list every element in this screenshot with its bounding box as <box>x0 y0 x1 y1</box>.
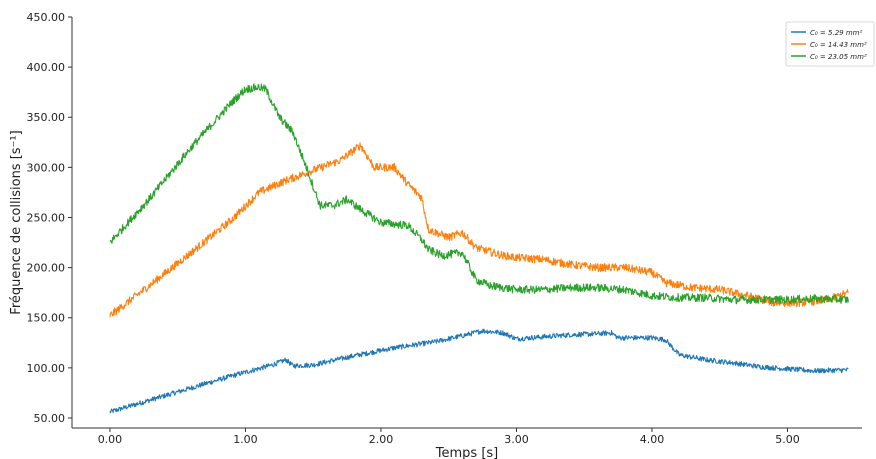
x-tick-label: 4.00 <box>640 433 665 446</box>
x-tick-label: 3.00 <box>504 433 529 446</box>
plot-area <box>109 83 849 414</box>
y-tick-label: 350.00 <box>27 111 66 124</box>
y-axis-title: Fréquence de collisions [s⁻¹] <box>9 130 24 314</box>
legend-label: C₀ = 23.05 mm² <box>810 53 867 61</box>
legend-box <box>785 21 875 67</box>
legend: C₀ = 5.29 mm² C₀ = 14.43 mm² C₀ = 23.05 mm… <box>785 21 875 67</box>
axes <box>71 17 862 429</box>
y-tick-label: 150.00 <box>27 312 66 325</box>
x-tick-label: 2.00 <box>369 433 394 446</box>
x-tick-label: 1.00 <box>233 433 258 446</box>
y-tick-label: 50.00 <box>34 412 66 425</box>
y-tick-label: 450.00 <box>27 11 66 24</box>
y-tick-label: 100.00 <box>27 362 66 375</box>
series-line-1 <box>109 328 849 414</box>
series-line-2 <box>109 142 849 318</box>
x-tick-label: 0.00 <box>98 433 123 446</box>
y-tick-label: 200.00 <box>27 262 66 275</box>
x-ticks: 0.00 1.00 2.00 3.00 4.00 5.00 <box>98 428 800 446</box>
y-tick-label: 300.00 <box>27 161 66 174</box>
y-ticks: 50.00 100.00 150.00 200.00 250.00 300.00 350.0… <box>27 11 72 425</box>
legend-label: C₀ = 5.29 mm² <box>810 29 862 37</box>
series-line-3 <box>109 83 849 305</box>
y-tick-label: 250.00 <box>27 211 66 224</box>
y-tick-label: 400.00 <box>27 61 66 74</box>
x-tick-label: 5.00 <box>775 433 800 446</box>
legend-label: C₀ = 14.43 mm² <box>810 41 867 49</box>
x-axis-title: Temps [s] <box>435 446 498 459</box>
